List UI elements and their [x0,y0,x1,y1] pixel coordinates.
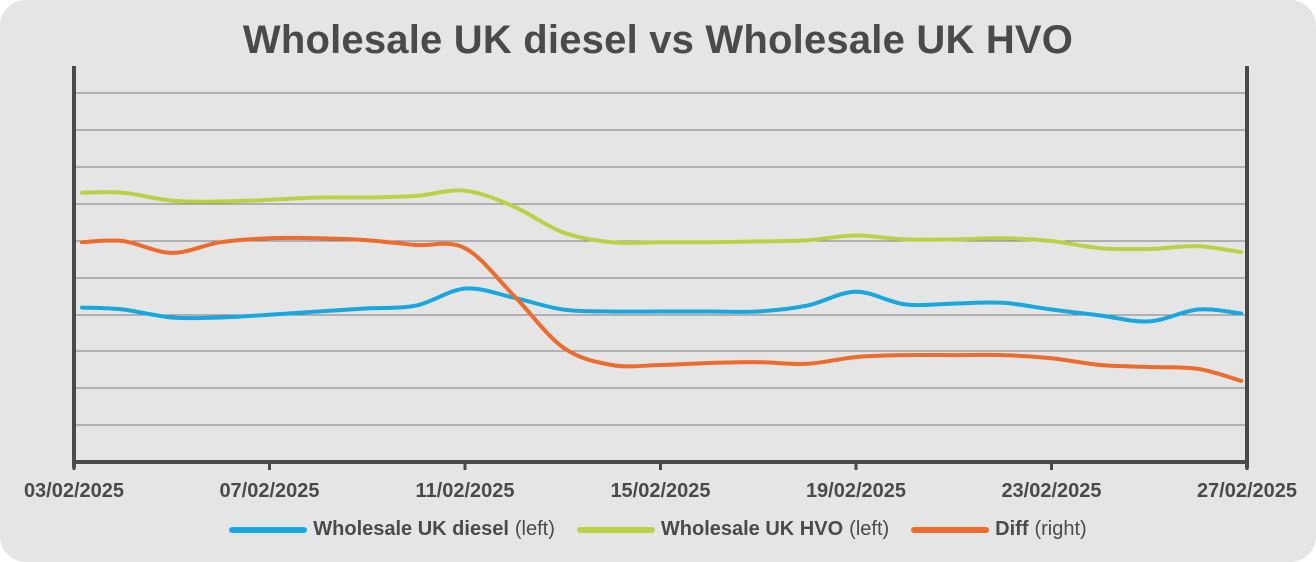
gridlines [74,92,1247,426]
axes [72,66,1249,470]
legend-item-hvo: Wholesale UK HVO (left) [576,518,890,541]
series-line-diesel [80,286,1243,324]
legend-axis-diesel: (left) [514,518,555,540]
x-tick-label: 19/02/2025 [806,480,906,502]
x-tick-label: 15/02/2025 [610,480,710,502]
series-lines [80,188,1243,383]
legend: Wholesale UK diesel (left) Wholesale UK … [0,518,1316,541]
legend-swatch-diff [911,526,990,533]
x-tick-label: 23/02/2025 [1001,480,1101,502]
chart-title: Wholesale UK diesel vs Wholesale UK HVO [242,18,1074,62]
legend-axis-hvo: (left) [849,518,890,540]
legend-item-diesel: Wholesale UK diesel (left) [229,518,555,541]
x-tick-label: 27/02/2025 [1197,480,1297,502]
series-line-hvo [80,188,1243,255]
legend-swatch-hvo [576,526,655,533]
x-tick-label: 11/02/2025 [416,480,515,502]
legend-item-diff: Diff (right) [911,518,1087,541]
x-tick-label: 07/02/2025 [219,480,319,502]
legend-swatch-diesel [229,526,308,533]
legend-axis-diff: (right) [1034,518,1087,540]
x-tick-labels: 03/02/2025 07/02/2025 11/02/2025 15/02/2025… [24,480,1297,502]
legend-label-hvo: Wholesale UK HVO [660,518,844,540]
legend-label-diff: Diff [995,518,1029,540]
legend-label-diesel: Wholesale UK diesel [313,518,509,540]
x-tick-label: 03/02/2025 [24,480,124,502]
series-line-diff [80,235,1243,383]
